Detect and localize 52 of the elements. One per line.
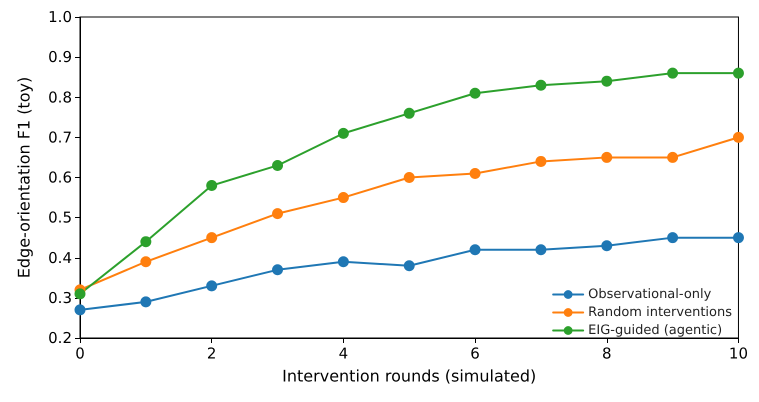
point [338, 192, 349, 204]
y-tick-label: 0.7 [48, 128, 72, 146]
point [601, 76, 612, 87]
point [338, 256, 349, 268]
x-tick-label: 0 [75, 344, 85, 362]
y-tick-label: 0.3 [48, 288, 72, 307]
point [667, 152, 678, 163]
point [74, 304, 86, 316]
x-tick-label: 8 [602, 344, 612, 362]
y-axis-title: Edge-orientation F1 (toy) [14, 76, 34, 278]
y-tick-label: 0.4 [48, 248, 72, 267]
point [404, 172, 415, 183]
y-tick-label: 0.5 [48, 208, 72, 227]
point [272, 160, 284, 171]
point [535, 80, 546, 91]
legend-label: Random interventions [588, 305, 732, 320]
y-tick-label: 0.6 [48, 168, 72, 186]
point [732, 132, 744, 143]
x-tick-label: 2 [206, 344, 216, 362]
point [404, 108, 415, 119]
point [404, 260, 415, 272]
y-tick-label: 0.8 [48, 88, 72, 106]
point [470, 88, 481, 99]
point [535, 244, 546, 256]
point [338, 128, 349, 139]
point [206, 280, 218, 292]
point [470, 244, 481, 256]
point [601, 240, 612, 252]
point [732, 232, 744, 244]
point [140, 296, 152, 308]
point [272, 264, 284, 276]
x-tick-label: 10 [728, 344, 748, 362]
x-tick-label: 6 [470, 344, 480, 362]
point [140, 236, 152, 248]
x-axis-title: Intervention rounds (simulated) [282, 366, 536, 386]
point [206, 232, 218, 244]
point [667, 232, 678, 244]
point [74, 288, 86, 300]
legend-label: Observational-only [588, 287, 712, 302]
point [535, 156, 546, 167]
point [206, 180, 218, 192]
y-tick-label: 0.2 [48, 329, 72, 347]
point [140, 256, 152, 268]
point [470, 168, 481, 179]
point [601, 152, 612, 163]
y-tick-label: 0.9 [48, 48, 72, 66]
point [732, 68, 744, 79]
x-tick-label: 4 [338, 344, 348, 362]
legend-label: EIG-guided (agentic) [588, 323, 722, 338]
point [667, 68, 678, 79]
y-tick-label: 1.0 [48, 8, 72, 26]
point [272, 208, 284, 220]
